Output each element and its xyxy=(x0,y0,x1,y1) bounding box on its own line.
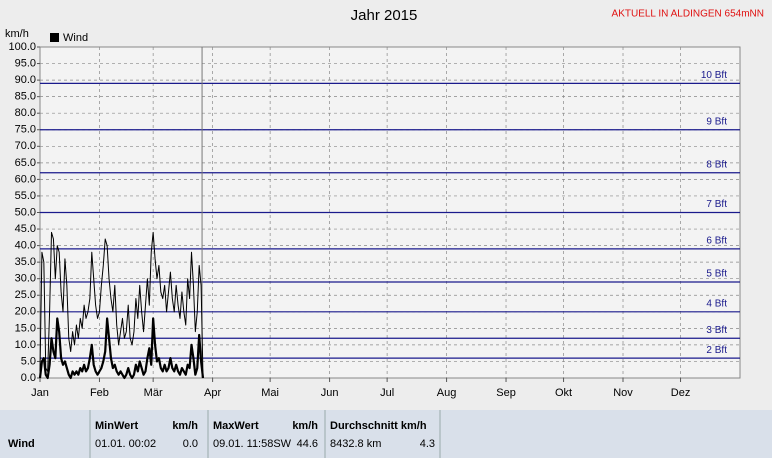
x-tick-label: Mär xyxy=(144,387,163,399)
y-tick-label: 70.0 xyxy=(15,140,36,152)
y-tick-label: 30.0 xyxy=(15,273,36,285)
x-tick-label: Nov xyxy=(613,387,633,399)
y-tick-label: 10.0 xyxy=(15,339,36,351)
x-tick-label: Sep xyxy=(496,387,516,399)
station-notice: AKTUELL IN ALDINGEN 654mNN xyxy=(612,9,764,20)
chart-title: Jahr 2015 xyxy=(351,7,418,24)
y-tick-label: 65.0 xyxy=(15,157,36,169)
y-tick-label: 50.0 xyxy=(15,206,36,218)
cell-value: 4.3 xyxy=(420,438,435,450)
beaufort-label: 4 Bft xyxy=(706,298,727,309)
stats-table xyxy=(0,410,772,458)
x-tick-label: Jul xyxy=(380,387,394,399)
x-tick-label: Mai xyxy=(261,387,279,399)
x-tick-label: Jun xyxy=(321,387,339,399)
column-header: MinWert xyxy=(95,420,139,432)
y-tick-label: 5.0 xyxy=(21,355,36,367)
beaufort-label: 5 Bft xyxy=(706,269,727,280)
y-tick-label: 20.0 xyxy=(15,306,36,318)
beaufort-label: 8 Bft xyxy=(706,159,727,170)
y-tick-label: 15.0 xyxy=(15,322,36,334)
cell-value: 44.6 xyxy=(297,438,318,450)
x-tick-label: Okt xyxy=(555,387,572,399)
column-header: MaxWert xyxy=(213,420,259,432)
column-unit: km/h xyxy=(292,420,318,432)
y-tick-label: 60.0 xyxy=(15,173,36,185)
beaufort-label: 2 Bft xyxy=(706,345,727,356)
legend-swatch xyxy=(50,33,59,42)
cell-when: 01.01. 00:02 xyxy=(95,438,156,450)
wind-line xyxy=(38,317,205,380)
x-tick-label: Feb xyxy=(90,387,109,399)
cell-when: 8432.8 km xyxy=(330,438,381,450)
beaufort-label: 9 Bft xyxy=(706,116,727,127)
column-unit: km/h xyxy=(172,420,198,432)
y-tick-label: 45.0 xyxy=(15,223,36,235)
x-tick-label: Dez xyxy=(671,387,691,399)
x-tick-label: Jan xyxy=(31,387,49,399)
y-tick-label: 90.0 xyxy=(15,74,36,86)
y-tick-label: 55.0 xyxy=(15,190,36,202)
wind-line xyxy=(39,231,204,379)
y-tick-label: 85.0 xyxy=(15,91,36,103)
y-tick-label: 40.0 xyxy=(15,240,36,252)
column-header: Durchschnitt km/h xyxy=(330,420,427,432)
legend-label: Wind xyxy=(63,32,88,44)
cell-value: 0.0 xyxy=(183,438,198,450)
x-tick-label: Apr xyxy=(204,387,221,399)
y-tick-label: 0.0 xyxy=(21,372,36,384)
y-tick-label: 25.0 xyxy=(15,289,36,301)
x-tick-label: Aug xyxy=(437,387,457,399)
y-axis-label: km/h xyxy=(5,28,29,40)
y-tick-label: 35.0 xyxy=(15,256,36,268)
beaufort-label: 10 Bft xyxy=(701,70,727,81)
beaufort-label: 3 Bft xyxy=(706,325,727,336)
y-tick-label: 100.0 xyxy=(8,41,36,53)
row-label: Wind xyxy=(8,438,35,450)
y-tick-label: 75.0 xyxy=(15,124,36,136)
y-tick-label: 95.0 xyxy=(15,57,36,69)
beaufort-label: 7 Bft xyxy=(706,199,727,210)
beaufort-label: 6 Bft xyxy=(706,236,727,247)
y-tick-label: 80.0 xyxy=(15,107,36,119)
cell-when: 09.01. 11:58SW xyxy=(213,438,292,450)
